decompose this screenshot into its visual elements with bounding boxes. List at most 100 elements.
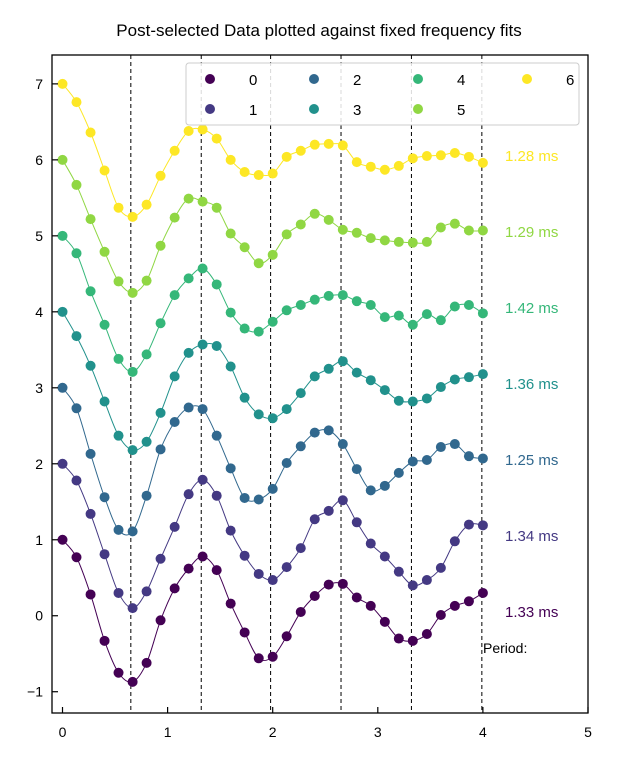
data-point-series-3-10 (197, 339, 208, 350)
data-point-series-1-16 (281, 562, 292, 573)
data-point-series-1-20 (337, 495, 348, 506)
legend-marker-6 (522, 74, 532, 84)
legend-marker-3 (309, 104, 319, 114)
data-point-series-2-27 (435, 442, 446, 453)
data-point-series-5-22 (365, 233, 376, 244)
data-point-series-4-12 (225, 307, 236, 318)
data-point-series-2-2 (85, 448, 96, 459)
data-point-series-1-0 (57, 458, 68, 469)
data-point-series-3-24 (393, 395, 404, 406)
data-point-series-5-18 (309, 208, 320, 219)
data-point-series-0-30 (477, 587, 488, 598)
legend-label-1: 1 (249, 102, 257, 119)
data-point-series-5-25 (407, 237, 418, 248)
legend-marker-2 (309, 74, 319, 84)
period-value-series-4: 1.42 ms (505, 300, 558, 317)
data-point-series-0-5 (127, 676, 138, 687)
data-point-series-5-21 (351, 227, 362, 238)
data-point-series-2-19 (323, 425, 334, 436)
data-point-series-4-1 (71, 248, 82, 259)
data-point-series-4-14 (253, 326, 264, 337)
data-point-series-1-28 (449, 536, 460, 547)
data-point-series-4-11 (211, 279, 222, 290)
legend-label-4: 4 (457, 72, 465, 89)
data-point-series-2-14 (253, 494, 264, 505)
data-point-series-5-24 (393, 236, 404, 247)
data-point-series-3-14 (253, 409, 264, 420)
period-value-series-3: 1.36 ms (505, 376, 558, 393)
data-point-series-2-15 (267, 483, 278, 494)
data-point-series-2-23 (379, 480, 390, 491)
legend-label-0: 0 (249, 72, 257, 89)
data-point-series-4-28 (449, 301, 460, 312)
data-point-series-3-29 (463, 372, 474, 383)
chart-title: Post-selected Data plotted against fixed… (116, 21, 521, 40)
data-point-series-6-9 (183, 125, 194, 136)
data-point-series-6-11 (211, 133, 222, 144)
data-point-series-1-30 (477, 520, 488, 531)
data-point-series-1-4 (113, 587, 124, 598)
data-point-series-1-24 (393, 566, 404, 577)
data-point-series-5-26 (421, 236, 432, 247)
data-point-series-6-30 (477, 157, 488, 168)
y-tick-label-0: −1 (27, 684, 43, 700)
data-point-series-2-17 (295, 441, 306, 452)
data-point-series-2-28 (449, 439, 460, 450)
data-point-series-1-25 (407, 580, 418, 591)
data-point-series-4-17 (295, 299, 306, 310)
data-point-series-5-17 (295, 219, 306, 230)
data-point-series-4-9 (183, 273, 194, 284)
data-point-series-6-2 (85, 127, 96, 138)
data-point-series-0-10 (197, 551, 208, 562)
y-tick-label-7: 6 (35, 152, 43, 168)
data-point-series-5-6 (141, 275, 152, 286)
data-point-series-1-6 (141, 586, 152, 597)
data-point-series-3-8 (169, 371, 180, 382)
data-point-series-3-9 (183, 347, 194, 358)
data-point-series-2-29 (463, 451, 474, 462)
data-point-series-4-19 (323, 290, 334, 301)
data-point-series-0-21 (351, 592, 362, 603)
data-point-series-4-15 (267, 316, 278, 327)
data-point-series-1-1 (71, 475, 82, 486)
data-point-series-0-15 (267, 651, 278, 662)
data-point-series-6-4 (113, 202, 124, 213)
data-point-series-2-3 (99, 492, 110, 503)
data-point-series-2-11 (211, 430, 222, 441)
data-point-series-3-18 (309, 371, 320, 382)
data-point-series-5-23 (379, 235, 390, 246)
x-tick-label-1: 1 (164, 724, 172, 740)
data-point-series-2-10 (197, 404, 208, 415)
data-point-series-5-15 (267, 249, 278, 260)
data-point-series-5-2 (85, 214, 96, 225)
x-tick-label-3: 3 (374, 724, 382, 740)
data-point-series-0-1 (71, 552, 82, 563)
data-point-series-2-12 (225, 463, 236, 474)
data-point-series-5-13 (239, 242, 250, 253)
data-point-series-1-7 (155, 553, 166, 564)
data-point-series-6-12 (225, 154, 236, 165)
data-point-series-6-10 (197, 124, 208, 135)
data-point-series-0-17 (295, 606, 306, 617)
data-point-series-3-27 (435, 382, 446, 393)
data-point-series-1-5 (127, 603, 138, 614)
data-point-series-2-6 (141, 490, 152, 501)
x-tick-label-5: 5 (584, 724, 592, 740)
data-point-series-3-21 (351, 367, 362, 378)
data-point-series-0-20 (337, 578, 348, 589)
data-point-series-2-9 (183, 402, 194, 413)
data-point-series-0-27 (435, 609, 446, 620)
data-point-series-6-1 (71, 97, 82, 108)
data-point-series-4-20 (337, 290, 348, 301)
data-point-series-6-17 (295, 145, 306, 156)
data-point-series-0-6 (141, 657, 152, 668)
legend-label-6: 6 (566, 72, 574, 89)
legend-marker-5 (413, 104, 423, 114)
x-tick-label-2: 2 (269, 724, 277, 740)
data-point-series-0-29 (463, 596, 474, 607)
data-point-series-5-7 (155, 240, 166, 251)
y-tick-label-1: 0 (35, 608, 43, 624)
data-point-series-3-4 (113, 430, 124, 441)
data-point-series-2-20 (337, 439, 348, 450)
data-point-series-4-25 (407, 319, 418, 330)
